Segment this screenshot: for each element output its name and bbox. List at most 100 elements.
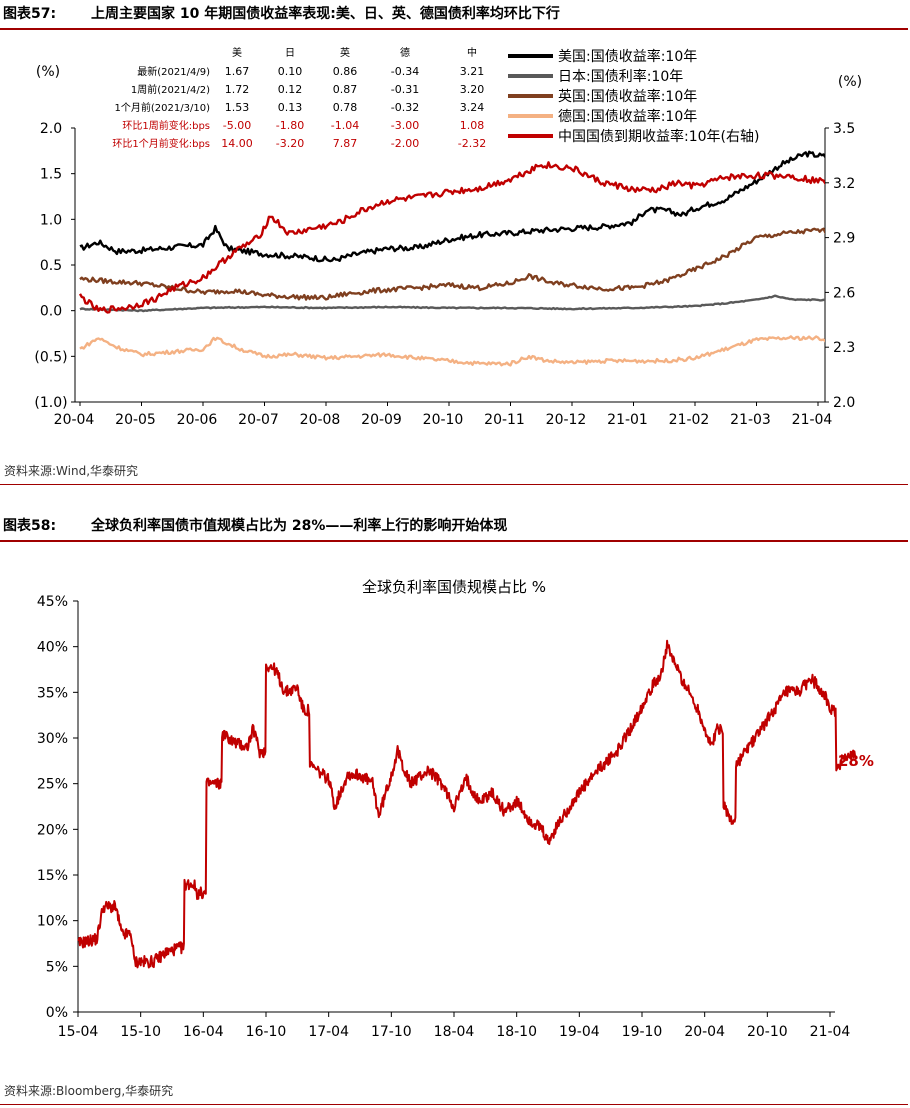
table-cell: -3.00 bbox=[391, 119, 419, 132]
x-tick-label: 16-10 bbox=[246, 1024, 287, 1040]
table-cell: 3.20 bbox=[460, 83, 485, 96]
y-tick-label: 5% bbox=[46, 959, 68, 975]
table-row-label: 环比1周前变化:bps bbox=[122, 119, 210, 132]
figure57-title-bar: 图表57: 上周主要国家 10 年期国债收益率表现:美、日、英、德国债利率均环比下… bbox=[0, 2, 910, 26]
x-tick-label: 20-08 bbox=[300, 412, 341, 428]
x-tick-label: 21-01 bbox=[607, 412, 648, 428]
table-row-label: 1周前(2021/4/2) bbox=[131, 83, 210, 96]
table-row-label: 环比1个月前变化:bps bbox=[112, 137, 210, 150]
figure58-source: 资料来源:Bloomberg,华泰研究 bbox=[4, 1084, 174, 1098]
table-header: 美 bbox=[232, 46, 242, 59]
table-cell: -0.32 bbox=[391, 101, 419, 114]
table-cell: 0.86 bbox=[333, 65, 358, 78]
table-cell: -3.20 bbox=[276, 137, 304, 150]
table-cell: 3.24 bbox=[460, 101, 485, 114]
right-tick-label: 3.5 bbox=[833, 121, 855, 137]
table-cell: -1.80 bbox=[276, 119, 304, 132]
table-cell: 1.72 bbox=[225, 83, 250, 96]
legend-label: 中国国债到期收益率:10年(右轴) bbox=[558, 128, 759, 145]
table-cell: -0.31 bbox=[391, 83, 419, 96]
x-tick-label: 16-04 bbox=[183, 1024, 224, 1040]
table-cell: 1.53 bbox=[225, 101, 250, 114]
table-cell: 3.21 bbox=[460, 65, 485, 78]
chart-title: 全球负利率国债规模占比 % bbox=[362, 578, 546, 596]
table-cell: 14.00 bbox=[221, 137, 253, 150]
table-cell: 1.67 bbox=[225, 65, 250, 78]
left-tick-label: 1.5 bbox=[40, 167, 62, 183]
x-tick-label: 20-12 bbox=[546, 412, 587, 428]
x-tick-label: 21-02 bbox=[669, 412, 710, 428]
table-cell: 1.08 bbox=[460, 119, 485, 132]
x-tick-label: 20-11 bbox=[484, 412, 525, 428]
figure58-chart: 全球负利率国债规模占比 % 45% 40% 35% 30% 25% 20% 15% 10% 5% 0… bbox=[37, 578, 874, 1040]
x-tick-label: 18-04 bbox=[434, 1024, 475, 1040]
y-tick-label: 10% bbox=[37, 914, 68, 930]
table-row-label: 最新(2021/4/9) bbox=[137, 65, 210, 78]
table-cell: -5.00 bbox=[223, 119, 251, 132]
right-tick-label: 2.0 bbox=[833, 395, 855, 411]
x-tick-label: 21-04 bbox=[810, 1024, 851, 1040]
right-tick-label: 2.6 bbox=[833, 285, 855, 301]
figure58-title: 全球负利率国债市值规模占比为 28%——利率上行的影响开始体现 bbox=[91, 518, 508, 534]
legend-label: 美国:国债收益率:10年 bbox=[558, 48, 697, 65]
figure57-label: 图表57: bbox=[3, 6, 57, 22]
y-tick-label: 25% bbox=[37, 777, 68, 793]
right-tick-label: 2.3 bbox=[833, 340, 855, 356]
y-tick-label: 35% bbox=[37, 685, 68, 701]
right-tick-label: 3.2 bbox=[833, 176, 855, 192]
x-tick-label: 17-04 bbox=[308, 1024, 349, 1040]
table-cell: 0.10 bbox=[278, 65, 303, 78]
legend-label: 日本:国债利率:10年 bbox=[558, 68, 683, 85]
x-tick-label: 21-03 bbox=[730, 412, 771, 428]
left-tick-label: 1.0 bbox=[40, 212, 62, 228]
y-tick-label: 45% bbox=[37, 594, 68, 610]
table-cell: -2.00 bbox=[391, 137, 419, 150]
table-cell: -2.32 bbox=[458, 137, 486, 150]
table-cell: 7.87 bbox=[333, 137, 358, 150]
figure57-top-rule bbox=[0, 28, 908, 30]
series-line-4 bbox=[79, 335, 825, 367]
figure57-chart: (%) (%) 2.0 1.5 1.0 0.5 0.0 (0.5) (1.0) 3.5 3.2 2.9… bbox=[34, 46, 862, 428]
x-tick-label: 19-10 bbox=[622, 1024, 663, 1040]
figure57-title: 上周主要国家 10 年期国债收益率表现:美、日、英、德国债利率均环比下行 bbox=[91, 6, 560, 22]
series-line-1 bbox=[79, 150, 825, 263]
y-tick-label: 0% bbox=[46, 1005, 68, 1021]
left-unit-label: (%) bbox=[36, 64, 60, 80]
x-tick-label: 15-04 bbox=[58, 1024, 99, 1040]
right-unit-label: (%) bbox=[838, 74, 862, 90]
figure57-bottom-rule bbox=[0, 484, 908, 485]
left-tick-label: 2.0 bbox=[40, 121, 62, 137]
table-row-label: 1个月前(2021/3/10) bbox=[115, 101, 211, 114]
table-cell: 0.87 bbox=[333, 83, 358, 96]
figure58-title-bar: 图表58: 全球负利率国债市值规模占比为 28%——利率上行的影响开始体现 bbox=[0, 514, 910, 538]
x-tick-label: 20-09 bbox=[361, 412, 402, 428]
series-line-5 bbox=[78, 161, 825, 314]
table-cell: 0.12 bbox=[278, 83, 303, 96]
x-tick-label: 18-10 bbox=[496, 1024, 537, 1040]
x-tick-label: 20-04 bbox=[684, 1024, 725, 1040]
left-tick-label: (1.0) bbox=[34, 395, 67, 411]
table-header: 中 bbox=[467, 46, 477, 59]
table-header: 德 bbox=[400, 46, 410, 59]
legend-label: 德国:国债收益率:10年 bbox=[558, 108, 697, 125]
figure58-bottom-rule bbox=[0, 1104, 908, 1105]
table-header: 日 bbox=[285, 48, 295, 59]
table-cell: 0.13 bbox=[278, 101, 303, 114]
right-tick-label: 2.9 bbox=[833, 231, 855, 247]
legend-label: 英国:国债收益率:10年 bbox=[558, 88, 697, 105]
series-line bbox=[77, 639, 857, 969]
figure58-label: 图表58: bbox=[3, 518, 57, 534]
table-header: 英 bbox=[340, 46, 350, 59]
y-tick-label: 30% bbox=[37, 731, 68, 747]
x-tick-label: 19-04 bbox=[559, 1024, 600, 1040]
x-tick-label: 21-04 bbox=[792, 412, 833, 428]
y-tick-label: 15% bbox=[37, 868, 68, 884]
y-tick-label: 20% bbox=[37, 822, 68, 838]
x-tick-label: 20-04 bbox=[54, 412, 95, 428]
x-tick-label: 20-07 bbox=[238, 412, 279, 428]
table-cell: -1.04 bbox=[331, 119, 359, 132]
left-tick-label: (0.5) bbox=[34, 349, 67, 365]
table-cell: -0.34 bbox=[391, 65, 419, 78]
x-tick-label: 20-10 bbox=[423, 412, 464, 428]
figure57-source: 资料来源:Wind,华泰研究 bbox=[4, 464, 139, 478]
